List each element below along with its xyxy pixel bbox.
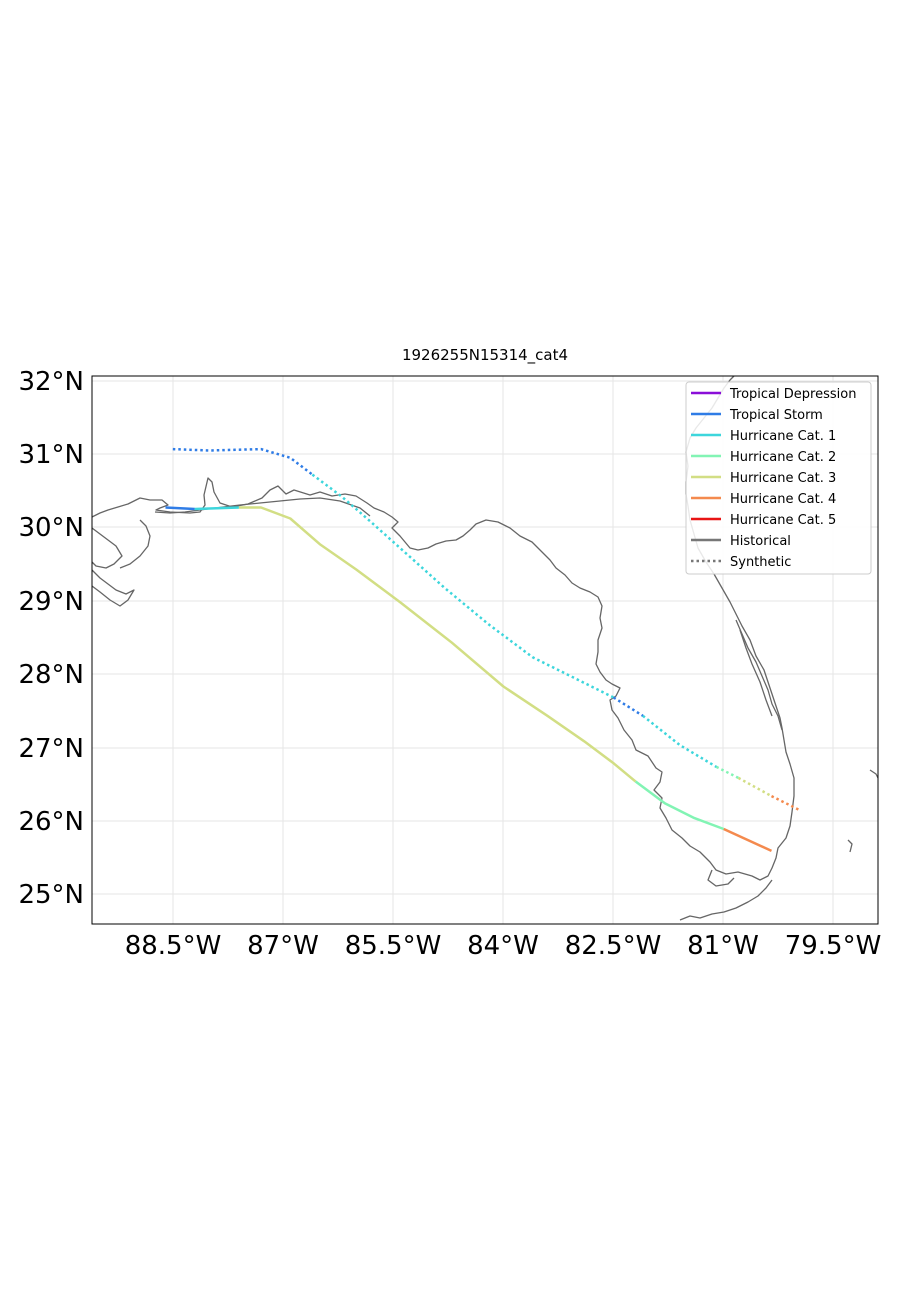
- synthetic-track-segment-tropical-storm: [612, 696, 644, 717]
- lat-tick-label: 31°N: [18, 440, 84, 470]
- legend-entry-hurricane-cat-3: Hurricane Cat. 3: [691, 471, 836, 486]
- lon-tick-label: 81°W: [687, 931, 759, 961]
- legend-entry-hurricane-cat-1: Hurricane Cat. 1: [691, 429, 836, 444]
- map-frame: [91, 375, 879, 925]
- historical-track-segment-hurricane-cat-4: [723, 827, 773, 853]
- legend-label: Synthetic: [730, 555, 791, 570]
- coastline-louisiana-west: [91, 527, 123, 569]
- coastline-keys: [679, 879, 773, 921]
- historical-track-segment-hurricane-cat-1: [194, 506, 239, 511]
- historical-track-segment-tropical-storm: [165, 506, 195, 511]
- lat-tick-label: 27°N: [18, 734, 84, 764]
- lon-tick-labels: 88.5°W 87°W 85.5°W 84°W 82.5°W 81°W 79.5…: [125, 931, 882, 961]
- coastline-keys-2: [707, 869, 735, 887]
- lat-tick-labels: 32°N 31°N 30°N 29°N 28°N 27°N 26°N 25°N: [18, 367, 84, 910]
- legend-label: Tropical Depression: [729, 387, 856, 402]
- synthetic-track-segment-hurricane-cat-1: [642, 714, 718, 768]
- gulf-coast-coastline: [91, 375, 795, 881]
- legend-entry-synthetic: Synthetic: [691, 555, 791, 570]
- coastline-florida-inner-2: [739, 629, 773, 717]
- map-title: 1926255N15314_cat4: [402, 346, 568, 365]
- coastline-louisiana-pieces: [119, 519, 151, 569]
- synthetic-track-segment-hurricane-cat-2: [715, 765, 739, 780]
- synthetic-track-segment-tropical-storm: [172, 447, 314, 476]
- coastline-inner-barrier: [154, 497, 371, 517]
- lat-tick-label: 29°N: [18, 587, 84, 617]
- legend-entry-hurricane-cat-2: Hurricane Cat. 2: [691, 450, 836, 465]
- lon-tick-label: 79.5°W: [785, 931, 882, 961]
- legend-label: Hurricane Cat. 5: [730, 513, 836, 528]
- lat-tick-label: 28°N: [18, 660, 84, 690]
- synthetic-track-segment-hurricane-cat-3: [737, 776, 773, 798]
- lon-tick-label: 84°W: [467, 931, 539, 961]
- legend-entry-hurricane-cat-4: Hurricane Cat. 4: [691, 492, 836, 507]
- lon-tick-label: 87°W: [247, 931, 319, 961]
- historical-track-segment-hurricane-cat-2: [634, 780, 725, 831]
- historical-track-segment-hurricane-cat-3: [238, 506, 637, 783]
- synthetic-track-segment-hurricane-cat-4: [770, 794, 802, 812]
- legend-box: [685, 381, 872, 575]
- coastlines: [91, 375, 879, 921]
- coastline-bahamas-2: [869, 769, 879, 779]
- lat-tick-label: 30°N: [18, 513, 84, 543]
- legend: Tropical Depression Tropical Storm Hurri…: [685, 381, 872, 575]
- coastline-bahamas-1: [847, 839, 853, 853]
- lat-tick-label: 26°N: [18, 807, 84, 837]
- lat-tick-label: 25°N: [18, 880, 84, 910]
- legend-entry-tropical-storm: Tropical Storm: [691, 408, 823, 423]
- lon-tick-label: 88.5°W: [125, 931, 222, 961]
- lat-tick-label: 32°N: [18, 367, 84, 397]
- lon-tick-label: 82.5°W: [565, 931, 662, 961]
- legend-label: Tropical Storm: [729, 408, 823, 423]
- lon-tick-label: 85.5°W: [345, 931, 442, 961]
- legend-label: Hurricane Cat. 3: [730, 471, 836, 486]
- legend-entry-hurricane-cat-5: Hurricane Cat. 5: [691, 513, 836, 528]
- coastline-mississippi-delta: [91, 569, 135, 607]
- synthetic-track-segment-hurricane-cat-1: [311, 473, 615, 699]
- legend-label: Hurricane Cat. 2: [730, 450, 836, 465]
- legend-label: Hurricane Cat. 4: [730, 492, 836, 507]
- legend-entry-historical: Historical: [691, 534, 791, 549]
- coastline-florida-inner: [735, 619, 783, 731]
- legend-entry-tropical-depression: Tropical Depression: [691, 387, 856, 402]
- storm-tracks: [165, 447, 802, 853]
- legend-label: Historical: [730, 534, 791, 549]
- legend-label: Hurricane Cat. 1: [730, 429, 836, 444]
